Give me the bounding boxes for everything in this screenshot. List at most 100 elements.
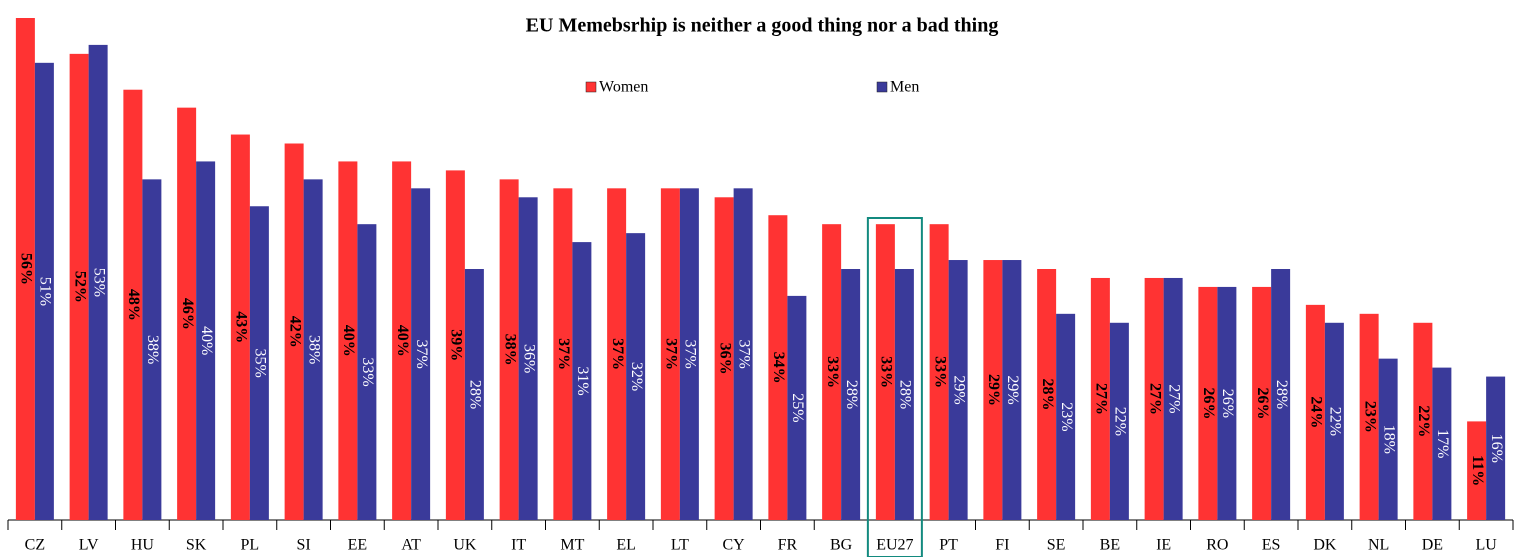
bar [553,188,573,521]
bar [626,233,646,520]
bar [1324,322,1344,520]
data-label: 53% [90,268,107,297]
highlight-box [866,217,923,557]
data-label: 39% [448,329,465,361]
bar [177,107,197,521]
legend-swatch [876,81,888,93]
x-tick-label: FR [778,537,798,554]
data-label: 28% [843,380,860,409]
data-label: 32% [628,362,645,391]
data-label: 36% [520,344,537,373]
data-label: 40% [198,326,215,355]
data-label: 26% [1254,387,1271,419]
x-tick-label: LV [79,537,99,554]
bar [1359,313,1379,520]
x-tick-label: FI [995,537,1009,554]
x-tick-label: HU [131,537,155,554]
data-label: 34% [770,352,787,384]
chart-title: EU Memebsrhip is neither a good thing no… [526,15,999,37]
data-label: 16% [1488,434,1505,463]
bar [1486,376,1506,520]
data-label: 43% [233,311,250,343]
data-label: 22% [1415,405,1432,437]
bar [572,242,592,520]
x-tick-label: PL [241,537,260,554]
bar [607,188,627,521]
data-label: 17% [1434,429,1451,458]
data-label: 46% [179,298,196,330]
bar [1090,277,1110,520]
legend-label: Men [890,79,919,96]
bar [69,53,89,520]
data-label: 28% [1039,379,1056,411]
data-label: 26% [1219,389,1236,418]
data-label: 28% [1273,380,1290,409]
bar [338,161,358,520]
bar [518,197,538,521]
bar [1217,286,1237,520]
x-tick-label: PT [939,537,958,554]
bar [1378,358,1398,520]
x-tick-label: LU [1475,537,1497,554]
data-label: 40% [340,325,357,357]
data-label: 48% [125,289,142,321]
data-label: 25% [789,393,806,422]
bar [1198,286,1218,520]
data-label: 18% [1380,425,1397,454]
x-tick-label: SE [1047,537,1066,554]
data-label: 29% [950,375,967,404]
x-tick-label: CZ [25,537,45,554]
data-label: 37% [609,338,626,370]
bar [1413,322,1433,520]
x-tick-label: EE [348,537,368,554]
data-label: 23% [1361,401,1378,433]
legend-swatch [585,81,597,93]
bar [411,188,431,521]
bar [1037,269,1057,520]
x-tick-label: MT [560,537,584,554]
data-label: 31% [574,366,591,395]
data-label: 29% [985,374,1002,406]
bar [1002,260,1022,520]
data-label: 36% [716,343,733,375]
x-tick-label: RO [1206,537,1228,554]
x-tick-label: BG [830,537,853,554]
bar [768,215,788,520]
x-tick-label: SK [186,537,207,554]
bar [1305,304,1325,520]
x-tick-label: LT [671,537,689,554]
data-label: 26% [1200,387,1217,419]
data-label: 27% [1146,383,1163,415]
bar [88,44,108,521]
bar [1109,322,1129,520]
data-label: 38% [305,335,322,364]
bar [464,269,484,520]
bar [822,224,842,520]
x-tick-label: EU27 [876,537,913,554]
bar [787,295,807,520]
bar [230,134,250,521]
legend-label: Women [599,79,648,96]
bar [445,170,465,520]
bar [948,260,968,520]
bar [1271,269,1291,520]
bar [142,179,162,520]
data-label: 29% [1004,375,1021,404]
data-label: 40% [394,325,411,357]
bar [929,224,949,520]
x-tick-label: NL [1368,537,1389,554]
data-label: 37% [555,338,572,370]
bar [1252,286,1272,520]
bar [15,18,35,520]
bar [875,224,895,520]
bar [1144,277,1164,520]
x-tick-label: IE [1156,537,1171,554]
x-tick-label: DE [1422,537,1443,554]
bar [841,269,861,520]
bar [1163,277,1183,520]
bar [196,161,216,520]
data-label: 42% [286,316,303,348]
data-label: 56% [18,253,35,285]
data-label: 22% [1112,407,1129,436]
